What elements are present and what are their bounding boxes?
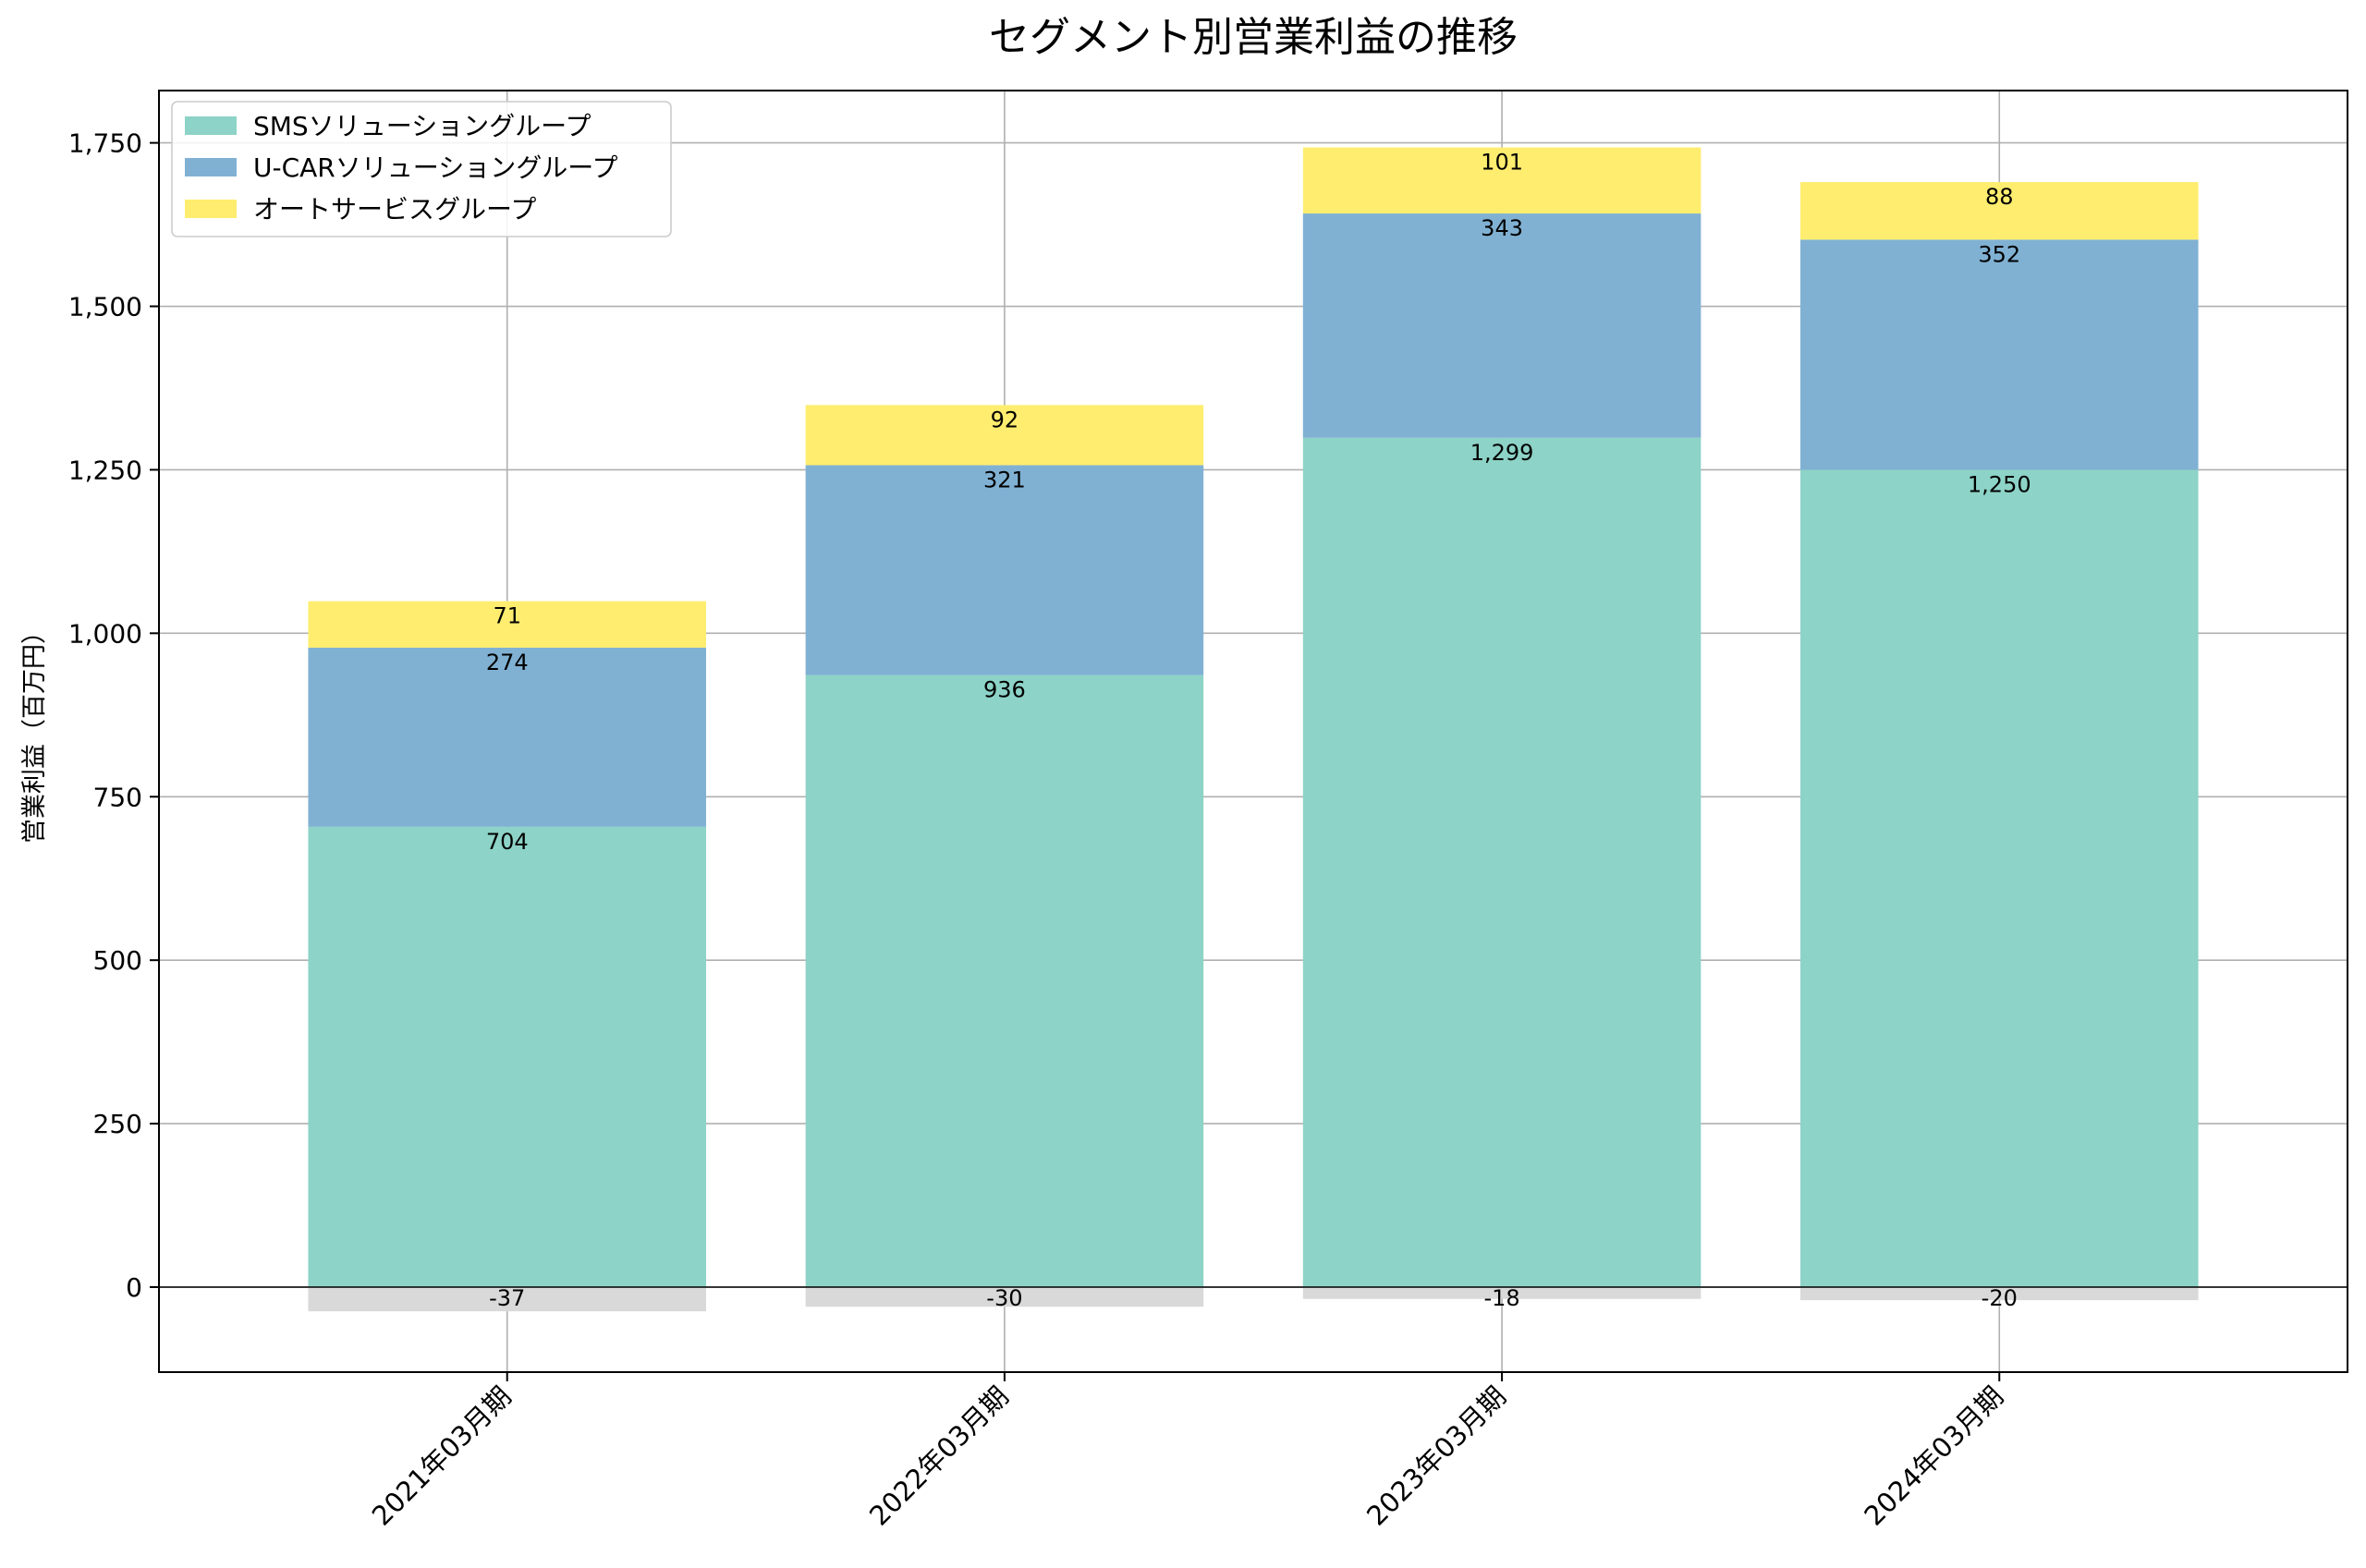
bar-segment bbox=[1302, 437, 1701, 1288]
data-label: 88 bbox=[1985, 184, 2014, 210]
negative-bar-segment bbox=[1800, 1287, 2199, 1301]
data-label: 274 bbox=[486, 650, 529, 675]
data-label: 343 bbox=[1481, 215, 1523, 241]
y-tick-label: 1,500 bbox=[68, 292, 142, 322]
data-label: 101 bbox=[1481, 150, 1523, 176]
data-label: 1,250 bbox=[1968, 471, 2031, 497]
data-label: -30 bbox=[986, 1285, 1022, 1311]
x-tick-label: 2024年03月期 bbox=[1858, 1380, 2009, 1532]
data-label: -20 bbox=[1982, 1285, 2018, 1311]
bar-segment bbox=[1302, 213, 1701, 438]
y-tick-label: 1,750 bbox=[68, 128, 142, 159]
bar-segment bbox=[805, 405, 1204, 466]
data-label: -37 bbox=[489, 1285, 525, 1311]
y-tick-label: 1,250 bbox=[68, 455, 142, 485]
x-tick-label: 2021年03月期 bbox=[366, 1380, 518, 1532]
negative-bar-segment bbox=[1302, 1287, 1701, 1299]
bar-segment bbox=[1302, 147, 1701, 214]
y-tick-label: 250 bbox=[93, 1109, 142, 1139]
bar-segment bbox=[1800, 182, 2199, 240]
y-axis-label: 営業利益（百万円） bbox=[20, 619, 49, 844]
legend-box bbox=[171, 101, 672, 237]
y-tick-label: 0 bbox=[126, 1272, 142, 1303]
data-label: 704 bbox=[486, 829, 529, 855]
x-tick-label: 2023年03月期 bbox=[1360, 1380, 1512, 1532]
y-tick-label: 1,000 bbox=[68, 618, 142, 649]
x-tick-label: 2022年03月期 bbox=[863, 1380, 1015, 1532]
bar-segment bbox=[1800, 239, 2199, 470]
data-label: 936 bbox=[983, 677, 1026, 703]
bars bbox=[308, 147, 2199, 1312]
negative-bar-segment bbox=[805, 1287, 1204, 1307]
negative-bar-segment bbox=[308, 1287, 706, 1312]
bar-segment bbox=[805, 465, 1204, 675]
plot-frame bbox=[158, 90, 2348, 1373]
y-tick-label: 750 bbox=[93, 782, 142, 812]
data-labels: 704 274 71 -37 936 321 92 -30 1,299 343 101 -18 1,25… bbox=[486, 150, 2031, 1311]
bar-segment bbox=[308, 647, 706, 827]
legend-swatch bbox=[185, 200, 237, 218]
bar-segment bbox=[1800, 469, 2199, 1288]
bar-segment bbox=[308, 601, 706, 648]
y-tick-label: 500 bbox=[93, 945, 142, 976]
data-label: 92 bbox=[991, 407, 1019, 432]
data-label: 352 bbox=[1978, 241, 2020, 267]
chart-title: セグメント別営業利益の推移 bbox=[989, 14, 1518, 61]
data-label: 71 bbox=[493, 603, 521, 629]
legend-swatch bbox=[185, 116, 237, 135]
legend-swatch bbox=[185, 158, 237, 176]
legend-label: オートサービスグループ bbox=[253, 194, 536, 225]
bar-segment bbox=[308, 826, 706, 1288]
data-label: -18 bbox=[1483, 1285, 1519, 1311]
legend: SMSソリューショングループ U-CARソリューショングループオートサービスグルー… bbox=[171, 101, 672, 237]
bar-segment bbox=[805, 675, 1204, 1288]
legend-label: U-CARソリューショングループ bbox=[253, 152, 618, 183]
data-label: 1,299 bbox=[1470, 440, 1534, 466]
legend-label: SMSソリューショングループ bbox=[253, 111, 591, 141]
data-label: 321 bbox=[983, 467, 1026, 492]
